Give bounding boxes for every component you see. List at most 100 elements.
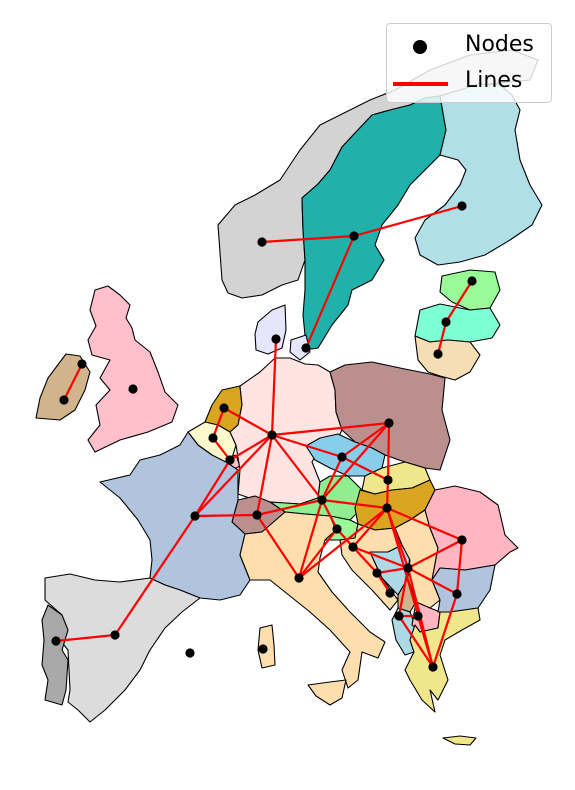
node-fr [190,511,200,521]
node-pt [51,636,61,646]
line-hr-rs [351,545,410,570]
line-ie1-ie2 [62,362,84,402]
node-ie2 [59,395,69,405]
node-srd [258,644,268,654]
line-rs-bg [406,566,459,596]
line-ro-bg [455,538,464,596]
node-rs [403,563,413,573]
line-rs-ro [406,538,464,570]
line-cz-sk [340,455,390,482]
country-estonia [439,269,501,311]
node-dk [271,334,281,344]
line-nl-de [222,406,274,437]
node-gb [128,384,138,394]
node-bg [452,589,462,599]
line-cz-at [320,455,344,502]
node-se [349,231,359,241]
line-de-cz [270,433,344,459]
node-fi [457,201,467,211]
line-ee-lv [444,279,474,324]
country-denmark [254,304,311,361]
line-at-it [297,498,324,580]
line-de-pl [270,421,391,437]
node-ee [467,276,477,286]
line-lv-lt [436,320,448,356]
legend-row-nodes: Nodes [387,28,553,64]
node-lv [441,317,451,327]
node-al [413,611,423,621]
node-si [332,524,342,534]
legend-row-lines: Lines [387,64,553,100]
node-nl [219,403,229,413]
line-de-ch [255,433,274,517]
line-bg-gr [431,592,459,669]
node-it [294,573,304,583]
island-crete [442,735,477,746]
legend-nodes-label: Nodes [465,32,534,57]
node-ro [457,535,467,545]
line-fr-de [193,433,274,518]
line-hu-ro [385,506,464,542]
legend-line-marker [393,82,448,86]
line-it-si [297,527,339,580]
line-it-hu [297,506,389,580]
line-pl-cz [340,421,391,459]
line-hu-gr [385,506,435,669]
line-fr-es [113,514,197,637]
country-united-kingdom [87,285,179,453]
country-germany [229,357,343,505]
node-at [317,495,327,505]
line-pl-at [320,421,391,502]
line-ch-it [255,513,301,580]
line-de-at [270,433,324,502]
line-hr-ba [351,545,379,575]
node-gr [428,662,438,672]
line-lu-de [228,433,274,462]
country-romania [424,485,519,581]
line-pl-sk [386,421,391,482]
line-se-fi [352,204,464,238]
node-lt [433,349,443,359]
node-ba2 [385,588,395,598]
line-at-si [320,498,339,531]
line-fr-ch [193,513,259,518]
node-ba [372,568,382,578]
line-se-se2 [304,234,356,350]
legend-node-marker [413,40,427,54]
line-dk-de [270,337,278,437]
line-me-gr [397,614,435,669]
line-be-lu [211,436,232,462]
node-hu [382,503,392,513]
line-no-se [260,234,356,244]
node-cz [337,452,347,462]
legend-lines-label: Lines [465,68,523,93]
line-es-pt [54,633,117,643]
lines-layer [54,204,474,669]
nodes-layer [51,201,477,672]
node-be [208,433,218,443]
line-at-hu [320,498,389,510]
line-lu-fr [193,458,232,518]
node-de [267,430,277,440]
country-bulgaria [431,564,496,613]
countries-layer [35,49,543,746]
node-sk [383,475,393,485]
node-se2 [301,343,311,353]
node-me [394,611,404,621]
line-hu-hr [351,506,389,549]
node-hr [348,542,358,552]
node-lu [225,455,235,465]
island-sicily [307,679,347,706]
node-pl [384,418,394,428]
country-spain [44,573,201,723]
node-ie1 [77,359,87,369]
line-ch-at [255,498,324,517]
node-es [110,630,120,640]
node-no [257,237,267,247]
line-ba-rs [375,566,410,575]
node-bal [185,648,195,658]
legend: Nodes Lines [386,23,552,103]
line-sk-hu [385,478,390,510]
country-latvia [414,303,501,343]
